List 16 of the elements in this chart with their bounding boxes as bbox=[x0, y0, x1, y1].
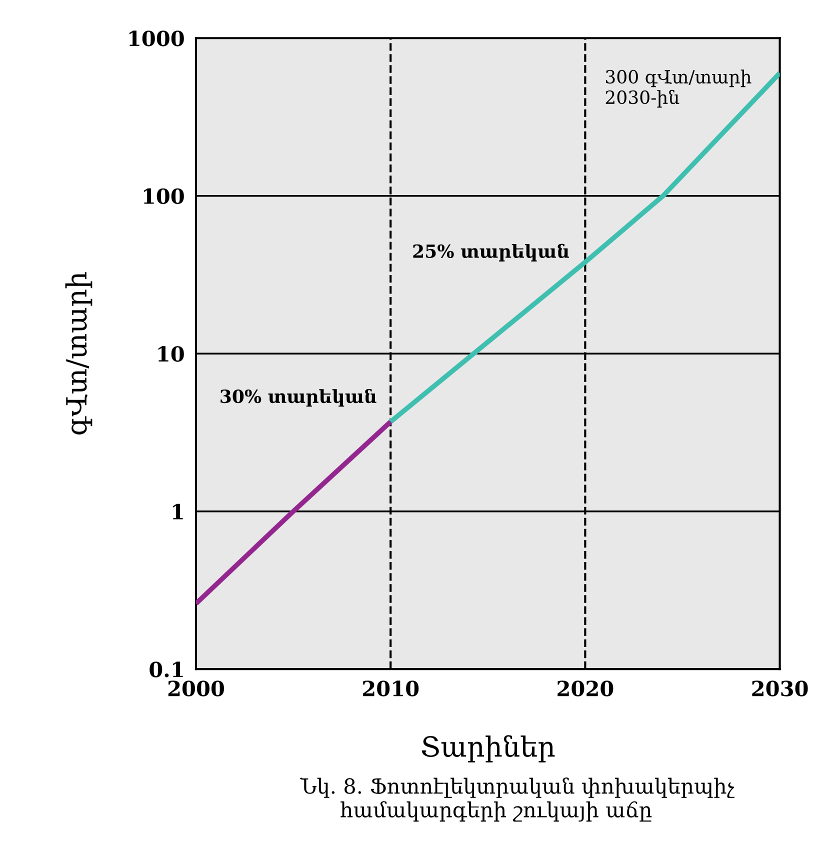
annotation: 30% տարեկան bbox=[220, 388, 376, 407]
y-tick-label: 1000 bbox=[129, 30, 184, 46]
annotation: 25% տարեկան bbox=[413, 244, 569, 262]
y-tick-label: 1 bbox=[172, 504, 183, 520]
x-tick-label: 2020 bbox=[558, 680, 614, 696]
x-tick-label: 2000 bbox=[168, 680, 224, 696]
line-series bbox=[388, 70, 780, 424]
x-axis-title: Տարիներ bbox=[422, 735, 555, 762]
x-tick-label: 2010 bbox=[362, 680, 419, 696]
y-tick-label: 100 bbox=[144, 188, 184, 204]
y-tick-label: 10 bbox=[158, 346, 184, 362]
y-axis-title: գՎտ/տարի bbox=[65, 272, 92, 434]
annotation: 300 գՎտ/տարի 2030-ին bbox=[606, 70, 752, 108]
text: Նկ. 8. Ֆոտոէլեկտրական փոխակերպիչ համակարգերի շուկայի աճը bbox=[300, 777, 734, 822]
y-tick-label: 0.1 bbox=[150, 662, 183, 678]
x-tick-label: 2030 bbox=[752, 680, 808, 696]
